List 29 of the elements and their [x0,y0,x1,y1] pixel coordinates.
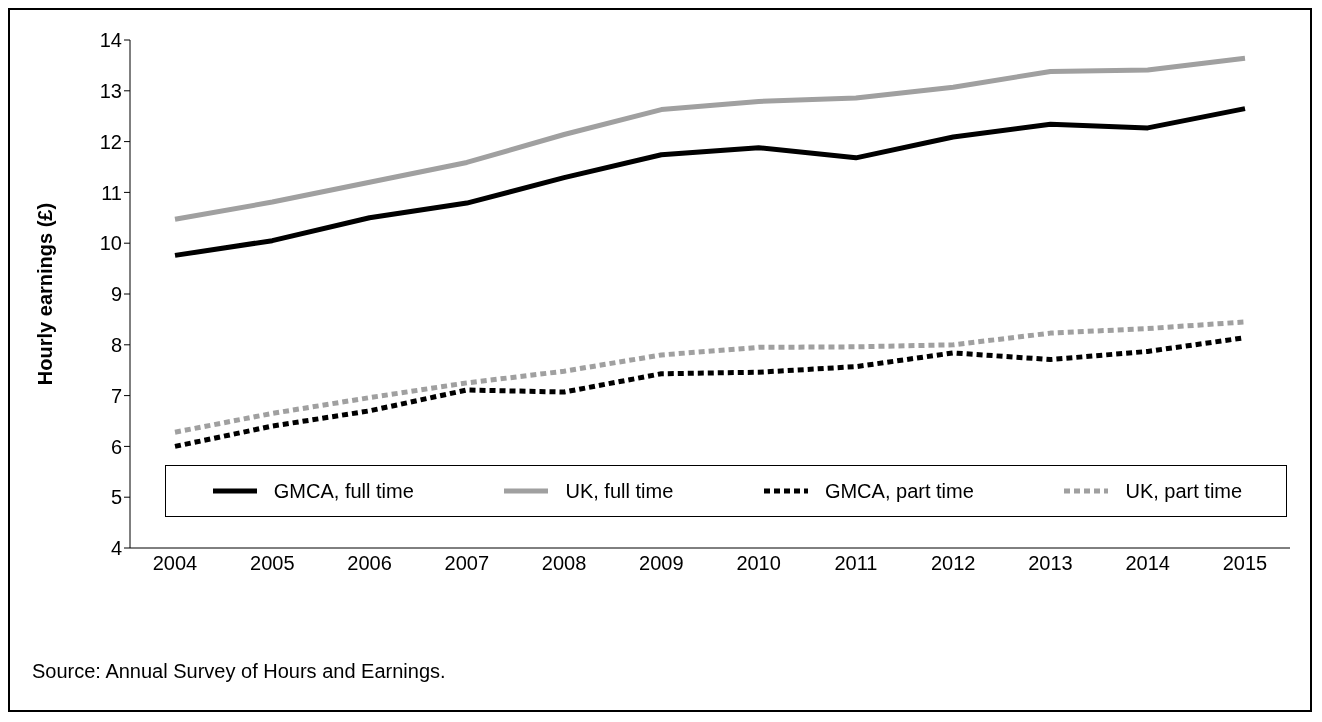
y-tick-label: 8 [110,333,122,356]
x-tick-label: 2009 [639,552,684,575]
y-tick-label: 10 [99,232,122,255]
x-tick-label: 2005 [250,552,295,575]
legend-label: GMCA, full time [272,479,414,503]
x-tick-label: 2011 [834,552,878,575]
x-tick-label: 2015 [1222,552,1268,575]
y-tick-label: 9 [110,283,122,306]
x-tick-label: 2013 [1028,552,1073,575]
x-tick-label: 2007 [444,552,490,575]
x-tick-label: 2008 [541,552,587,575]
x-tick-label: 2012 [930,552,976,575]
x-tick-label: 2014 [1125,552,1170,575]
legend-label: UK, full time [564,479,674,503]
y-tick-label: 13 [99,79,122,102]
y-tick-label: 7 [110,384,122,407]
y-tick-label: 4 [110,537,122,560]
x-tick-label: 2010 [736,552,781,575]
source-note: Source: Annual Survey of Hours and Earnings. [32,660,446,683]
x-tick-label: 2004 [152,552,198,575]
legend-label: UK, part time [1124,479,1243,503]
y-axis-title: Hourly earnings (£) [34,202,57,386]
legend-label: GMCA, part time [823,479,974,503]
x-tick-label: 2006 [347,552,392,575]
y-tick-label: 12 [99,130,122,153]
y-tick-label: 14 [99,29,122,52]
y-tick-label: 11 [101,181,122,204]
y-tick-label: 5 [110,486,122,509]
y-tick-label: 6 [110,435,122,458]
